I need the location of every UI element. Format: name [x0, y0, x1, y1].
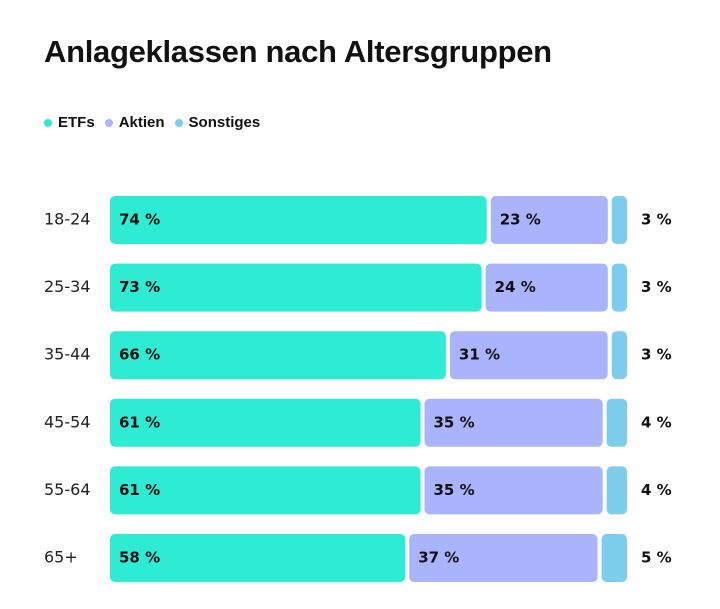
- legend-item-aktien: Aktien: [104, 114, 165, 131]
- row-label-45-54: 45-54: [44, 412, 91, 431]
- value-label-aktien-25-34: 24 %: [495, 278, 536, 296]
- bar-etfs-45-54: [110, 398, 421, 447]
- row-label-65-: 65+: [44, 548, 78, 567]
- value-label-etfs-65-: 58 %: [119, 549, 160, 567]
- value-label-sonstiges-55-64: 4 %: [641, 481, 672, 499]
- legend-label-aktien: Aktien: [118, 114, 165, 131]
- value-label-etfs-45-54: 61 %: [119, 413, 160, 431]
- value-label-sonstiges-65-: 5 %: [641, 549, 672, 567]
- row-label-25-34: 25-34: [44, 277, 91, 296]
- legend-label-etfs: ETFs: [58, 114, 95, 131]
- value-label-aktien-35-44: 31 %: [459, 346, 500, 364]
- bar-sonstiges-35-44: [611, 331, 627, 380]
- bar-sonstiges-55-64: [606, 466, 627, 515]
- value-label-etfs-55-64: 61 %: [119, 481, 160, 499]
- row-label-18-24: 18-24: [44, 210, 91, 229]
- legend-swatch-aktien: [104, 118, 113, 127]
- legend: ETFs Aktien Sonstiges: [44, 114, 260, 131]
- row-label-35-44: 35-44: [44, 345, 91, 364]
- bar-sonstiges-45-54: [606, 398, 627, 447]
- bar-aktien-45-54: [424, 398, 603, 447]
- value-label-aktien-65-: 37 %: [418, 549, 459, 567]
- bar-sonstiges-18-24: [611, 196, 627, 244]
- bar-etfs-25-34: [110, 263, 482, 312]
- bar-etfs-55-64: [110, 466, 421, 515]
- value-label-etfs-35-44: 66 %: [119, 346, 160, 364]
- bar-etfs-35-44: [110, 331, 446, 380]
- value-label-aktien-45-54: 35 %: [434, 413, 475, 431]
- legend-label-sonstiges: Sonstiges: [188, 114, 261, 131]
- bar-sonstiges-65-: [601, 534, 627, 582]
- value-label-sonstiges-18-24: 3 %: [641, 211, 672, 229]
- bar-etfs-18-24: [110, 196, 487, 244]
- bar-aktien-18-24: [490, 196, 608, 244]
- row-label-55-64: 55-64: [44, 480, 91, 499]
- bar-aktien-55-64: [424, 466, 603, 515]
- value-label-sonstiges-35-44: 3 %: [641, 346, 672, 364]
- bar-etfs-65-: [110, 534, 406, 582]
- legend-swatch-sonstiges: [174, 118, 183, 127]
- value-label-etfs-25-34: 73 %: [119, 278, 160, 296]
- legend-swatch-etfs: [44, 118, 52, 127]
- bar-aktien-35-44: [449, 331, 608, 380]
- value-label-sonstiges-45-54: 4 %: [641, 413, 672, 431]
- bar-aktien-25-34: [485, 263, 608, 312]
- chart-title: Anlageklassen nach Altersgruppen: [44, 34, 552, 69]
- value-label-etfs-18-24: 74 %: [119, 211, 160, 229]
- value-label-sonstiges-25-34: 3 %: [641, 278, 672, 296]
- bar-sonstiges-25-34: [611, 263, 627, 312]
- value-label-aktien-55-64: 35 %: [434, 481, 475, 499]
- legend-item-sonstiges: Sonstiges: [174, 114, 261, 131]
- bar-aktien-65-: [409, 534, 598, 582]
- legend-item-etfs: ETFs: [44, 114, 95, 131]
- value-label-aktien-18-24: 23 %: [500, 211, 541, 229]
